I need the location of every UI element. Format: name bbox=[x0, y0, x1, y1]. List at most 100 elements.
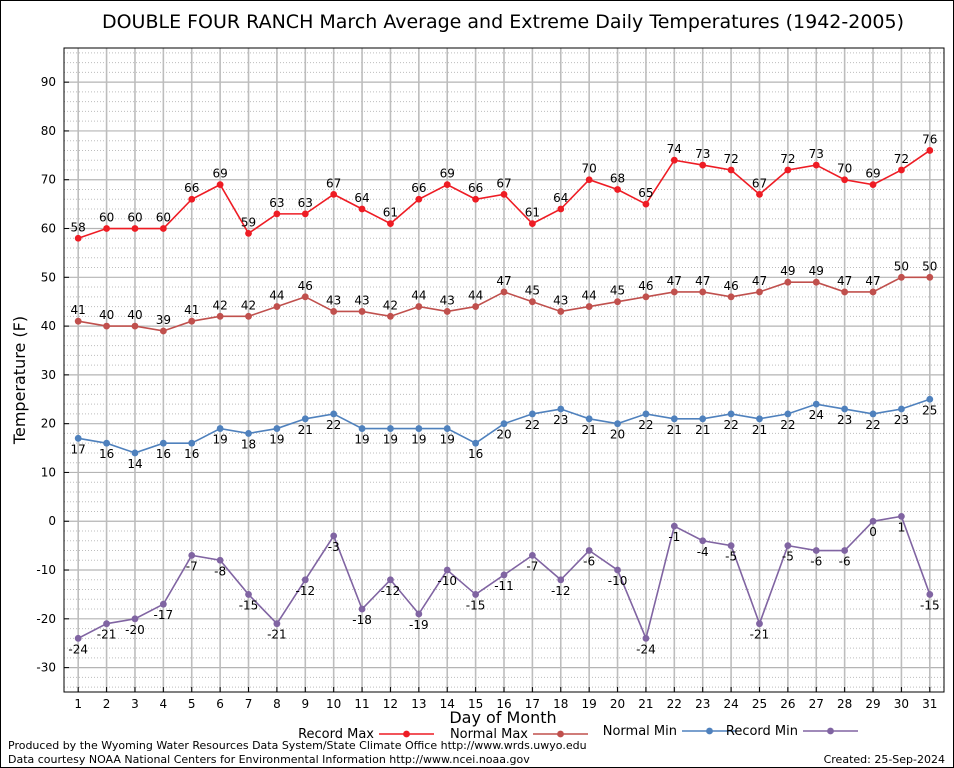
data-point bbox=[585, 176, 593, 184]
x-tick-label: 24 bbox=[723, 697, 738, 711]
data-label: -12 bbox=[381, 584, 401, 598]
data-label: 61 bbox=[383, 206, 398, 220]
data-point bbox=[216, 425, 224, 432]
data-label: 58 bbox=[71, 220, 86, 234]
data-label: 47 bbox=[752, 274, 767, 288]
data-point bbox=[784, 542, 792, 550]
data-point bbox=[415, 425, 423, 432]
data-label: -19 bbox=[409, 618, 429, 632]
data-label: 42 bbox=[241, 298, 256, 312]
data-point bbox=[415, 195, 423, 203]
data-label: 39 bbox=[156, 313, 171, 327]
data-label: 21 bbox=[667, 423, 682, 437]
data-label: -21 bbox=[267, 628, 287, 642]
data-point bbox=[926, 273, 934, 281]
data-label: 19 bbox=[411, 433, 426, 447]
series-record-max: 58 60 60 60 66 69 59 63 63 67 64 61 66 69 66 67 61 64 70 68… bbox=[71, 132, 937, 242]
data-point bbox=[727, 293, 735, 301]
data-point bbox=[585, 415, 593, 423]
legend-entry-normal-max: Normal Max bbox=[450, 727, 588, 742]
data-point bbox=[614, 420, 621, 428]
data-label: -18 bbox=[352, 613, 372, 627]
data-point bbox=[472, 591, 480, 598]
data-point bbox=[642, 293, 650, 301]
x-tick-label: 26 bbox=[780, 697, 795, 711]
data-label: 46 bbox=[638, 279, 653, 293]
data-label: -4 bbox=[697, 545, 709, 559]
legend-marker bbox=[827, 727, 834, 735]
data-label: 16 bbox=[184, 447, 199, 461]
data-label: 43 bbox=[553, 293, 568, 307]
data-point bbox=[74, 234, 82, 242]
data-point bbox=[699, 537, 707, 545]
data-point bbox=[699, 415, 707, 423]
data-point bbox=[358, 425, 366, 432]
data-point bbox=[528, 298, 536, 306]
data-point bbox=[557, 308, 565, 315]
data-point bbox=[500, 571, 508, 579]
x-tick-label: 28 bbox=[837, 697, 852, 711]
legend-label: Normal Min bbox=[603, 724, 677, 739]
data-label: 64 bbox=[354, 191, 369, 205]
data-label: 1 bbox=[898, 520, 906, 534]
x-tick-label: 14 bbox=[440, 697, 455, 711]
data-label: -15 bbox=[466, 598, 486, 612]
data-label: -7 bbox=[186, 559, 198, 573]
data-label: -6 bbox=[583, 555, 595, 569]
data-label: 70 bbox=[837, 162, 852, 176]
data-label: 43 bbox=[440, 293, 455, 307]
data-point bbox=[245, 312, 252, 320]
data-point bbox=[812, 278, 820, 286]
data-point bbox=[528, 220, 536, 228]
data-label: -11 bbox=[494, 579, 514, 593]
grid bbox=[64, 48, 944, 692]
x-tick-label: 22 bbox=[667, 697, 682, 711]
legend-entry-normal-min: Normal Min bbox=[603, 724, 737, 739]
data-point bbox=[358, 205, 366, 213]
data-label: 19 bbox=[383, 433, 398, 447]
data-label: 22 bbox=[525, 418, 540, 432]
data-point bbox=[472, 195, 480, 203]
data-point bbox=[898, 512, 905, 520]
data-label: 50 bbox=[894, 259, 909, 273]
data-point bbox=[159, 327, 167, 335]
data-label: 41 bbox=[184, 303, 199, 317]
legend-entry-record-min: Record Min bbox=[726, 724, 858, 739]
legend-label: Normal Max bbox=[450, 727, 528, 742]
data-label: 19 bbox=[212, 433, 227, 447]
data-point bbox=[585, 547, 593, 554]
data-point bbox=[812, 547, 820, 554]
y-tick-label: -20 bbox=[36, 612, 56, 626]
data-label: 43 bbox=[354, 293, 369, 307]
x-tick-label: 19 bbox=[582, 697, 597, 711]
data-label: 61 bbox=[525, 206, 540, 220]
data-point bbox=[670, 522, 678, 530]
data-point bbox=[642, 200, 650, 208]
y-tick-label: -30 bbox=[36, 661, 56, 675]
data-point bbox=[330, 532, 338, 540]
data-label: 49 bbox=[780, 264, 795, 278]
data-point bbox=[301, 576, 309, 584]
data-point bbox=[216, 312, 224, 320]
data-label: 24 bbox=[809, 408, 824, 422]
data-label: 43 bbox=[326, 293, 341, 307]
data-label: 16 bbox=[99, 447, 114, 461]
data-label: 74 bbox=[667, 142, 682, 156]
data-point bbox=[869, 181, 877, 189]
data-point bbox=[188, 551, 196, 559]
data-point bbox=[273, 303, 281, 310]
data-label: -10 bbox=[608, 574, 628, 588]
data-label: 44 bbox=[468, 289, 483, 303]
x-axis-label: Day of Month bbox=[449, 708, 556, 727]
data-label: 14 bbox=[127, 457, 142, 471]
legend: Record Max Normal Max Normal Min Record Min bbox=[298, 724, 858, 742]
data-point bbox=[557, 205, 565, 213]
data-point bbox=[841, 547, 849, 554]
data-label: 22 bbox=[780, 418, 795, 432]
data-label: 0 bbox=[869, 525, 877, 539]
data-point bbox=[273, 210, 281, 218]
data-label: -3 bbox=[328, 540, 340, 554]
data-point bbox=[159, 225, 167, 232]
